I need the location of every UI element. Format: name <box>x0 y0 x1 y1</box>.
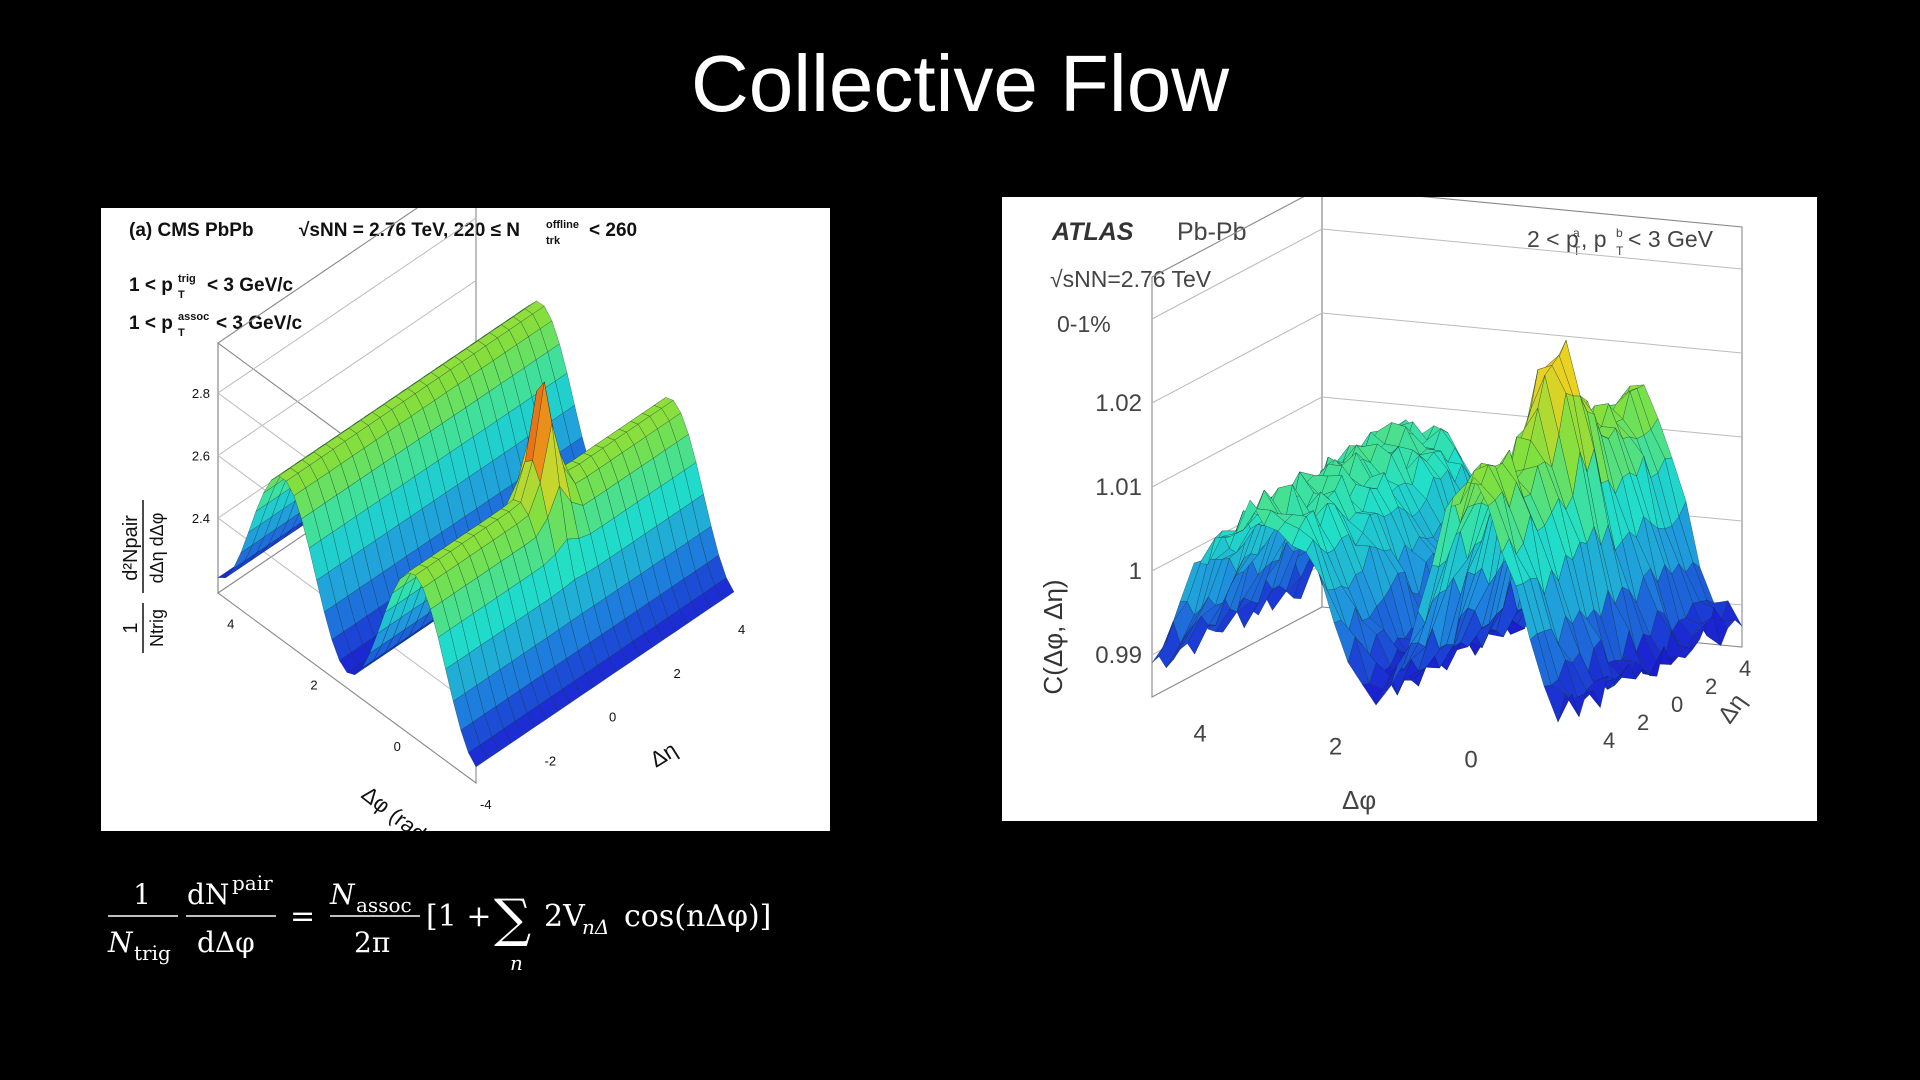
atlas-wall <box>1151 197 1323 698</box>
atlas-centrality: 0-1% <box>1057 311 1111 337</box>
cms-energy-tail: < 260 <box>589 220 637 241</box>
atlas-energy: √sNN=2.76 TeV <box>1050 266 1212 292</box>
atlas-cut-tail: < 3 GeV <box>1628 226 1714 252</box>
atlas-ytick: 0 <box>1671 692 1683 717</box>
cms-cut-trig: 1 < p <box>129 275 173 296</box>
cms-cut-trig-sub: T <box>178 289 185 301</box>
formula-eq: = <box>290 899 315 934</box>
atlas-ztick: 1.01 <box>1095 474 1142 501</box>
formula-lhs-num: 1 <box>133 878 151 911</box>
cms-label: (a) CMS PbPb <box>129 220 254 241</box>
cms-xtick: -4 <box>480 797 492 812</box>
atlas-cut: 2 < p <box>1527 226 1579 252</box>
cms-ticks: 2.4 2.6 2.8 -4 -2 0 2 4 0 2 4 <box>192 386 745 812</box>
atlas-ytick: 4 <box>1603 728 1615 753</box>
formula-lhs-den-sub: trig <box>134 941 171 965</box>
formula-lhs2-den: dΔφ <box>197 926 255 959</box>
cms-ylabel: Δφ (radians) <box>357 781 468 831</box>
cms-ztick: 2.4 <box>192 511 210 526</box>
cms-zlabel-num: d²Npair <box>120 515 142 581</box>
atlas-cut-sub-a: T <box>1573 244 1581 258</box>
cms-xtick: 2 <box>674 666 681 681</box>
flow-formula: 1 N trig dN pair dΔφ = N assoc 2π [1 + ∑… <box>104 868 824 978</box>
atlas-xtick: 0 <box>1464 746 1477 773</box>
cms-ytick: 2 <box>310 678 317 693</box>
atlas-xtick: 2 <box>1329 733 1342 760</box>
cms-surface <box>217 300 735 768</box>
cms-gridline <box>217 280 477 456</box>
cms-cut-assoc: 1 < p <box>129 313 173 334</box>
cms-cut-trig-sup: trig <box>178 273 196 285</box>
formula-lhs2-num: dN <box>187 878 229 911</box>
atlas-gridline <box>1321 312 1743 354</box>
cms-xtick: -2 <box>545 753 557 768</box>
atlas-cut-sub-b: T <box>1616 244 1624 258</box>
cms-xtick: 4 <box>738 622 745 637</box>
formula-rhs-num-sub: assoc <box>356 893 412 917</box>
formula-lhs2-num-sup: pair <box>232 871 273 895</box>
cms-cut-trig-tail: < 3 GeV/c <box>207 275 294 296</box>
cms-correlation-chart: (a) CMS PbPb √sNN = 2.76 TeV, 220 ≤ N of… <box>101 208 830 831</box>
formula-sum: ∑ <box>494 889 531 949</box>
cms-zlabel-frac-den: Ntrig <box>147 609 167 647</box>
atlas-gridline <box>1151 312 1323 404</box>
cms-ytick: 4 <box>227 616 234 631</box>
atlas-cut-sup-b: b <box>1616 226 1623 240</box>
atlas-ztick: 1.02 <box>1095 390 1142 417</box>
formula-term-sub: nΔ <box>582 915 609 939</box>
atlas-label: ATLAS <box>1051 218 1134 246</box>
atlas-xtick: 4 <box>1193 721 1206 748</box>
cms-zlabel-den: dΔη dΔφ <box>147 513 167 584</box>
cms-cut-assoc-sup: assoc <box>178 311 209 323</box>
atlas-xlabel: Δφ <box>1342 785 1376 815</box>
atlas-ytick: 4 <box>1739 656 1751 681</box>
formula-rhs-num: N <box>329 878 356 911</box>
atlas-ztick: 0.99 <box>1095 642 1142 669</box>
cms-xtick: 0 <box>609 710 616 725</box>
cms-cut-assoc-tail: < 3 GeV/c <box>216 313 303 334</box>
atlas-zlabel: C(Δφ, Δη) <box>1038 579 1068 694</box>
atlas-gridline <box>1151 396 1323 488</box>
atlas-system: Pb-Pb <box>1177 218 1246 246</box>
atlas-correlation-chart: ATLAS Pb-Pb √sNN=2.76 TeV 0-1% 2 < p a T… <box>1002 197 1817 821</box>
formula-lhs-den: N <box>107 926 134 959</box>
cms-zlabel-frac-num: 1 <box>120 622 142 633</box>
formula-sum-sub: n <box>510 951 523 975</box>
cms-surface-cell <box>468 744 489 768</box>
formula-bracket-open: [1 + <box>426 899 491 934</box>
atlas-ytick: 2 <box>1705 674 1717 699</box>
cms-gridline <box>217 217 477 394</box>
atlas-gridline <box>1321 228 1743 270</box>
cms-ztick: 2.8 <box>192 386 210 401</box>
atlas-ylabel: Δη <box>1713 689 1752 729</box>
atlas-gridline <box>1151 228 1323 320</box>
atlas-ztick: 1 <box>1129 558 1142 585</box>
cms-xlabel: Δη <box>645 737 681 772</box>
formula-term: 2V <box>544 899 586 934</box>
slide-title: Collective Flow <box>691 39 1229 128</box>
cms-energy: √sNN = 2.76 TeV, 220 ≤ N <box>299 220 520 241</box>
atlas-surface <box>1151 339 1743 723</box>
formula-rhs-den: 2π <box>354 926 390 959</box>
atlas-surface-cell <box>1151 621 1174 663</box>
atlas-cut-mid: , p <box>1581 226 1607 252</box>
formula-cos: cos(nΔφ)] <box>624 899 771 934</box>
cms-cut-assoc-sub: T <box>178 327 185 339</box>
cms-surface-cell <box>225 560 246 578</box>
atlas-ytick: 2 <box>1637 710 1649 735</box>
cms-energy-sub: trk <box>546 235 561 247</box>
cms-ytick: 0 <box>394 739 401 754</box>
cms-ztick: 2.6 <box>192 449 210 464</box>
cms-energy-sup: offline <box>546 219 579 231</box>
cms-surface-plot: (a) CMS PbPb √sNN = 2.76 TeV, 220 ≤ N of… <box>120 208 745 831</box>
cms-zlabel: 1 Ntrig d²Npair dΔη dΔφ <box>120 500 167 653</box>
atlas-surface-plot: ATLAS Pb-Pb √sNN=2.76 TeV 0-1% 2 < p a T… <box>1038 197 1752 815</box>
atlas-cut-sup-a: a <box>1573 226 1580 240</box>
